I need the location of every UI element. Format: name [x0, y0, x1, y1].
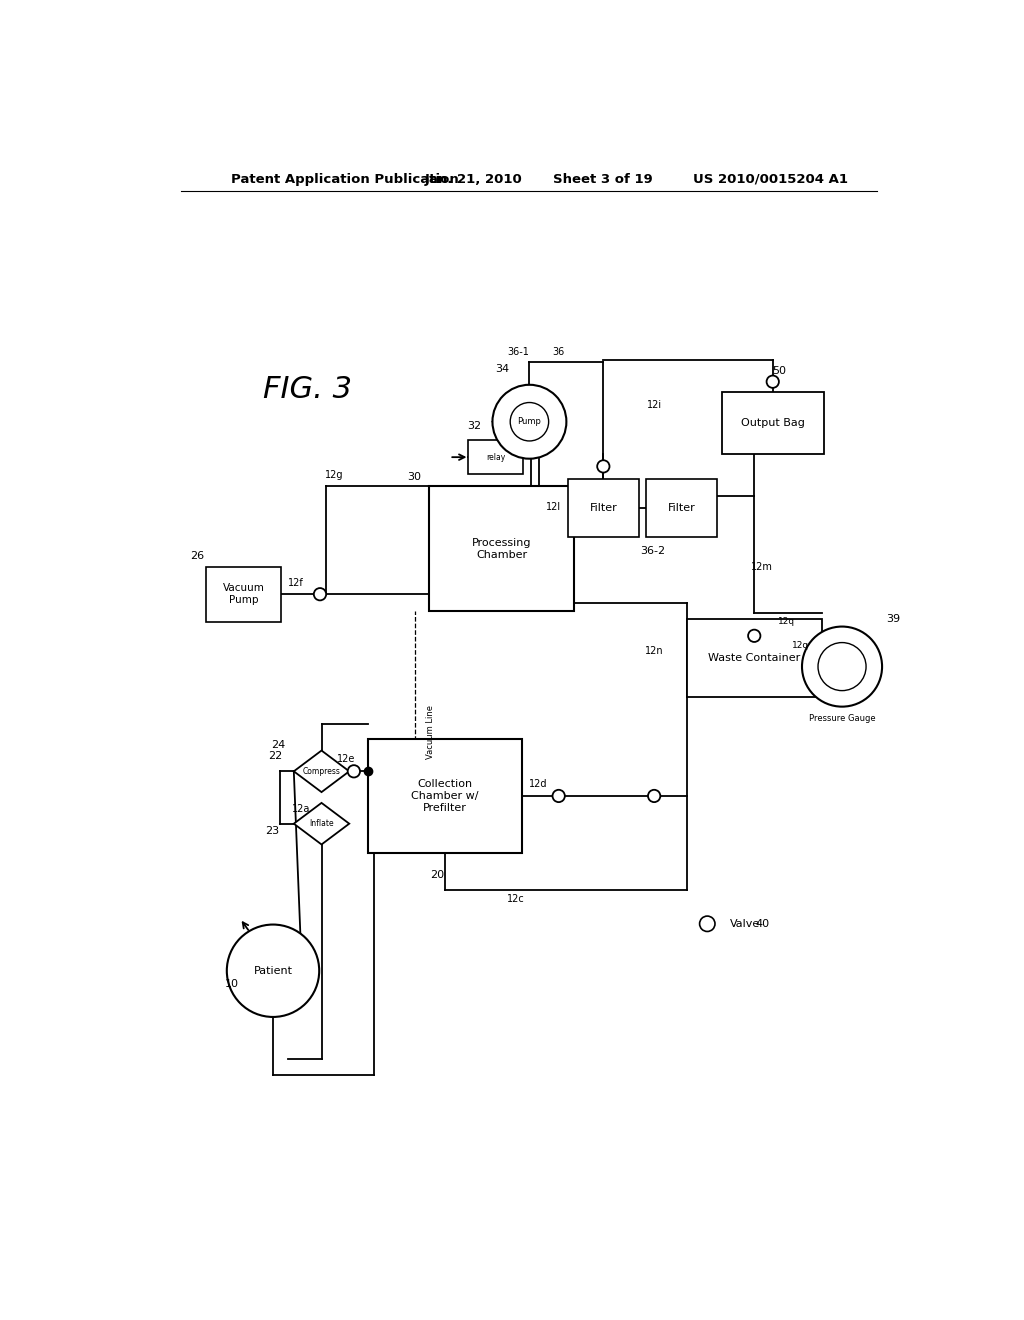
- Text: US 2010/0015204 A1: US 2010/0015204 A1: [692, 173, 848, 186]
- Circle shape: [510, 403, 549, 441]
- Text: Pressure Gauge: Pressure Gauge: [809, 714, 876, 722]
- Polygon shape: [294, 803, 349, 845]
- Circle shape: [699, 916, 715, 932]
- Text: 12n: 12n: [645, 647, 664, 656]
- Text: Inflate: Inflate: [309, 820, 334, 828]
- Text: 12c: 12c: [507, 894, 524, 904]
- Text: 23: 23: [265, 826, 280, 837]
- Text: Patient: Patient: [254, 966, 293, 975]
- Circle shape: [553, 789, 565, 803]
- Text: 36-1: 36-1: [508, 347, 529, 358]
- Text: 36: 36: [553, 347, 565, 358]
- Text: 40: 40: [756, 919, 770, 929]
- Circle shape: [802, 627, 882, 706]
- Text: 20: 20: [430, 870, 444, 879]
- Bar: [568, 479, 639, 537]
- Text: 50: 50: [772, 366, 785, 376]
- Text: 12a: 12a: [292, 804, 310, 814]
- Text: Valve: Valve: [730, 919, 760, 929]
- Text: Compress: Compress: [302, 767, 340, 776]
- Text: 26: 26: [189, 550, 204, 561]
- Text: 12e: 12e: [337, 754, 355, 764]
- Polygon shape: [294, 751, 349, 792]
- Text: 24: 24: [271, 741, 286, 750]
- Circle shape: [749, 630, 761, 642]
- Text: FIG. 3: FIG. 3: [263, 375, 352, 404]
- Text: 22: 22: [268, 751, 283, 760]
- Text: 12q: 12q: [792, 640, 809, 649]
- Text: Waste Container: Waste Container: [709, 653, 801, 663]
- Bar: [722, 392, 823, 454]
- Text: 39: 39: [886, 614, 900, 624]
- Text: 12d: 12d: [529, 779, 548, 788]
- Text: Vacuum
Pump: Vacuum Pump: [223, 583, 264, 605]
- Circle shape: [313, 589, 326, 601]
- Text: 12q: 12q: [778, 618, 796, 627]
- Text: 12m: 12m: [751, 561, 773, 572]
- Text: Processing
Chamber: Processing Chamber: [472, 539, 531, 560]
- Text: Filter: Filter: [590, 503, 617, 513]
- Text: 30: 30: [407, 473, 421, 482]
- Circle shape: [493, 385, 566, 459]
- Circle shape: [597, 461, 609, 473]
- Text: Collection
Chamber w/
Prefilter: Collection Chamber w/ Prefilter: [411, 779, 478, 813]
- Text: Filter: Filter: [668, 503, 695, 513]
- Text: 32: 32: [467, 421, 481, 432]
- Text: 12g: 12g: [326, 470, 344, 480]
- Text: relay: relay: [486, 453, 505, 462]
- Text: Vacuum Line: Vacuum Line: [426, 705, 435, 759]
- Text: Pump: Pump: [517, 417, 542, 426]
- Circle shape: [818, 643, 866, 690]
- Bar: [368, 739, 521, 853]
- Text: 36-2: 36-2: [640, 546, 666, 556]
- Bar: [468, 441, 523, 474]
- Text: 12i: 12i: [646, 400, 662, 409]
- Text: 12f: 12f: [288, 578, 303, 589]
- Text: 10: 10: [225, 979, 240, 989]
- Text: Jan. 21, 2010: Jan. 21, 2010: [425, 173, 522, 186]
- Text: Output Bag: Output Bag: [740, 418, 805, 428]
- Circle shape: [648, 789, 660, 803]
- Bar: [429, 487, 574, 611]
- Circle shape: [348, 766, 360, 777]
- Text: 12l: 12l: [547, 502, 561, 512]
- Text: 34: 34: [496, 364, 510, 375]
- Text: Patent Application Publication: Patent Application Publication: [230, 173, 459, 186]
- Bar: [686, 619, 822, 697]
- Text: Sheet 3 of 19: Sheet 3 of 19: [553, 173, 652, 186]
- Bar: [646, 479, 717, 537]
- Circle shape: [767, 376, 779, 388]
- Bar: [206, 566, 282, 622]
- Circle shape: [226, 924, 319, 1016]
